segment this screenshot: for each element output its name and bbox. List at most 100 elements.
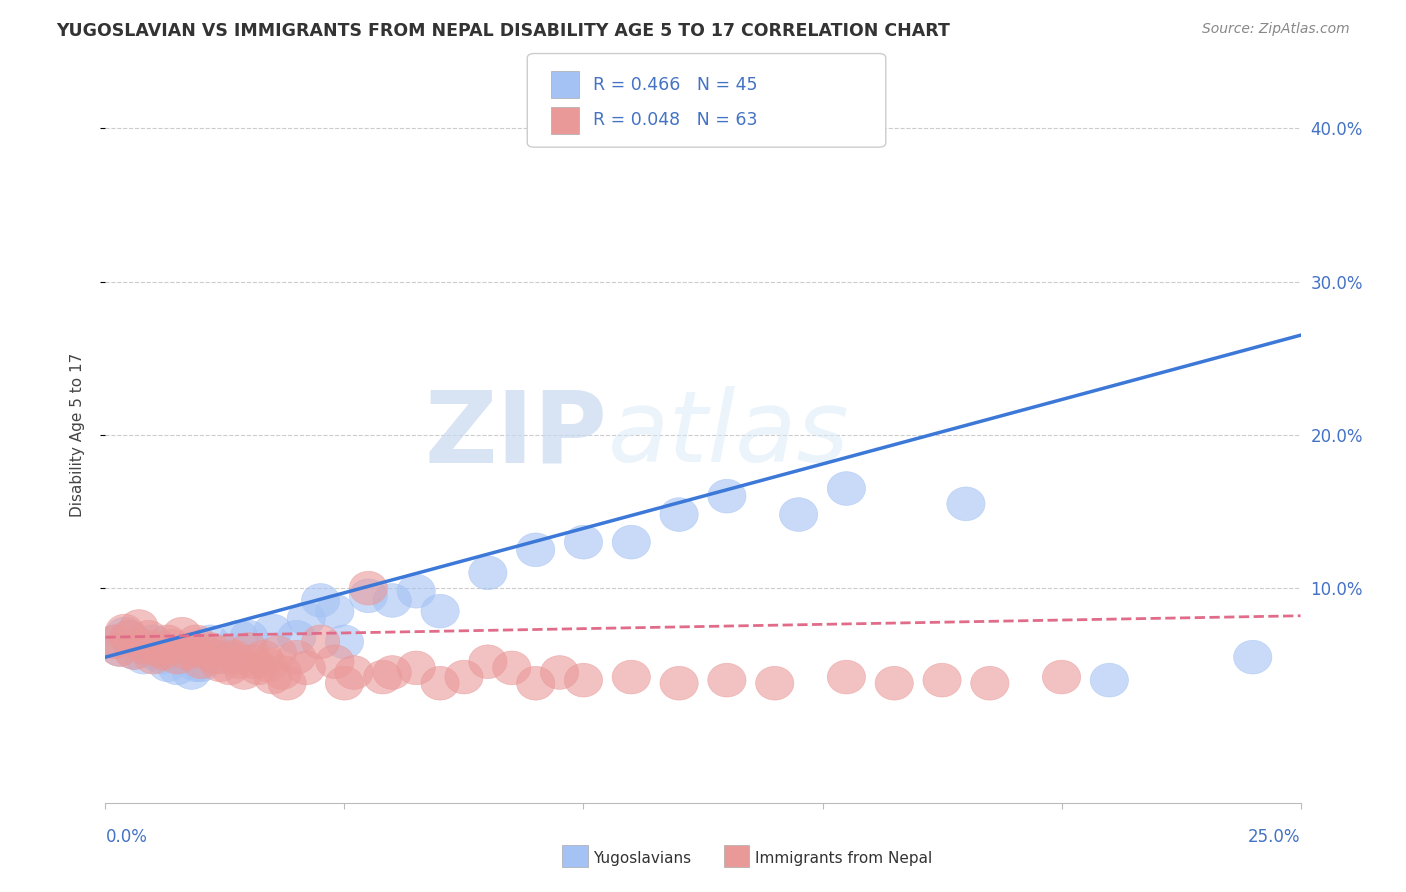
Ellipse shape	[105, 617, 143, 651]
Ellipse shape	[277, 620, 316, 654]
Ellipse shape	[129, 620, 167, 654]
Ellipse shape	[564, 525, 603, 559]
Ellipse shape	[125, 640, 163, 674]
Ellipse shape	[373, 583, 412, 617]
Ellipse shape	[225, 656, 263, 690]
Ellipse shape	[1042, 660, 1081, 694]
Text: YUGOSLAVIAN VS IMMIGRANTS FROM NEPAL DISABILITY AGE 5 TO 17 CORRELATION CHART: YUGOSLAVIAN VS IMMIGRANTS FROM NEPAL DIS…	[56, 22, 950, 40]
Ellipse shape	[277, 640, 316, 674]
Ellipse shape	[134, 636, 173, 669]
Ellipse shape	[516, 533, 555, 566]
Ellipse shape	[153, 630, 191, 664]
Ellipse shape	[1233, 640, 1272, 674]
Ellipse shape	[215, 640, 253, 674]
Ellipse shape	[349, 579, 388, 613]
Ellipse shape	[167, 636, 205, 669]
Ellipse shape	[139, 630, 177, 664]
Ellipse shape	[707, 479, 747, 513]
Ellipse shape	[468, 645, 508, 679]
Text: Source: ZipAtlas.com: Source: ZipAtlas.com	[1202, 22, 1350, 37]
Y-axis label: Disability Age 5 to 17: Disability Age 5 to 17	[70, 352, 84, 517]
Ellipse shape	[444, 660, 484, 694]
Ellipse shape	[110, 620, 149, 654]
Ellipse shape	[205, 640, 245, 674]
Ellipse shape	[659, 498, 699, 532]
Text: 25.0%: 25.0%	[1249, 828, 1301, 846]
Ellipse shape	[129, 632, 167, 666]
Ellipse shape	[263, 656, 301, 690]
Ellipse shape	[316, 645, 354, 679]
Ellipse shape	[197, 640, 235, 674]
Ellipse shape	[96, 625, 134, 658]
Ellipse shape	[134, 640, 173, 674]
Ellipse shape	[221, 620, 259, 654]
Ellipse shape	[211, 651, 249, 685]
Ellipse shape	[181, 648, 221, 681]
Ellipse shape	[181, 645, 221, 679]
Ellipse shape	[301, 625, 340, 658]
Ellipse shape	[253, 660, 292, 694]
Ellipse shape	[177, 625, 215, 658]
Ellipse shape	[125, 630, 163, 664]
Ellipse shape	[105, 615, 143, 648]
Text: R = 0.466   N = 45: R = 0.466 N = 45	[593, 76, 758, 94]
Text: ZIP: ZIP	[425, 386, 607, 483]
Ellipse shape	[349, 571, 388, 605]
Ellipse shape	[564, 664, 603, 697]
Ellipse shape	[229, 632, 269, 666]
Ellipse shape	[301, 583, 340, 617]
Ellipse shape	[229, 620, 269, 654]
Ellipse shape	[779, 498, 818, 532]
Text: R = 0.048   N = 63: R = 0.048 N = 63	[593, 112, 758, 129]
Ellipse shape	[167, 636, 205, 669]
Ellipse shape	[707, 664, 747, 697]
Ellipse shape	[922, 664, 962, 697]
Ellipse shape	[205, 636, 245, 669]
Ellipse shape	[755, 666, 794, 700]
Text: Yugoslavians: Yugoslavians	[593, 851, 692, 865]
Ellipse shape	[659, 666, 699, 700]
Ellipse shape	[134, 625, 173, 658]
Ellipse shape	[201, 648, 239, 681]
Ellipse shape	[187, 636, 225, 669]
Ellipse shape	[115, 636, 153, 669]
Ellipse shape	[875, 666, 914, 700]
Ellipse shape	[101, 632, 139, 666]
Ellipse shape	[153, 636, 191, 669]
Ellipse shape	[221, 645, 259, 679]
Ellipse shape	[612, 525, 651, 559]
Ellipse shape	[101, 632, 139, 666]
Ellipse shape	[468, 556, 508, 590]
Ellipse shape	[364, 660, 402, 694]
Ellipse shape	[316, 594, 354, 628]
Text: atlas: atlas	[607, 386, 849, 483]
Ellipse shape	[239, 651, 277, 685]
Ellipse shape	[235, 645, 273, 679]
Ellipse shape	[249, 648, 287, 681]
Ellipse shape	[143, 636, 181, 669]
Ellipse shape	[396, 574, 436, 608]
Ellipse shape	[143, 640, 181, 674]
Ellipse shape	[827, 660, 866, 694]
Ellipse shape	[96, 625, 134, 658]
Ellipse shape	[253, 615, 292, 648]
Ellipse shape	[492, 651, 531, 685]
Ellipse shape	[191, 625, 229, 658]
Ellipse shape	[120, 630, 157, 664]
Ellipse shape	[149, 625, 187, 658]
Ellipse shape	[157, 640, 197, 674]
Ellipse shape	[139, 632, 177, 666]
Ellipse shape	[120, 609, 157, 643]
Ellipse shape	[396, 651, 436, 685]
Text: Immigrants from Nepal: Immigrants from Nepal	[755, 851, 932, 865]
Text: 0.0%: 0.0%	[105, 828, 148, 846]
Ellipse shape	[163, 640, 201, 674]
Ellipse shape	[946, 487, 986, 521]
Ellipse shape	[420, 666, 460, 700]
Ellipse shape	[149, 648, 187, 681]
Ellipse shape	[325, 625, 364, 658]
Ellipse shape	[325, 666, 364, 700]
Ellipse shape	[259, 636, 297, 669]
Ellipse shape	[287, 602, 325, 636]
Ellipse shape	[287, 651, 325, 685]
